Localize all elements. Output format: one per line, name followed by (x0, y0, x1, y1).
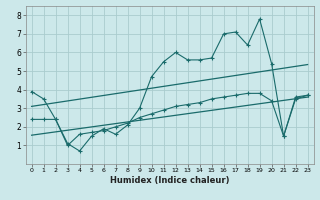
X-axis label: Humidex (Indice chaleur): Humidex (Indice chaleur) (110, 176, 229, 185)
